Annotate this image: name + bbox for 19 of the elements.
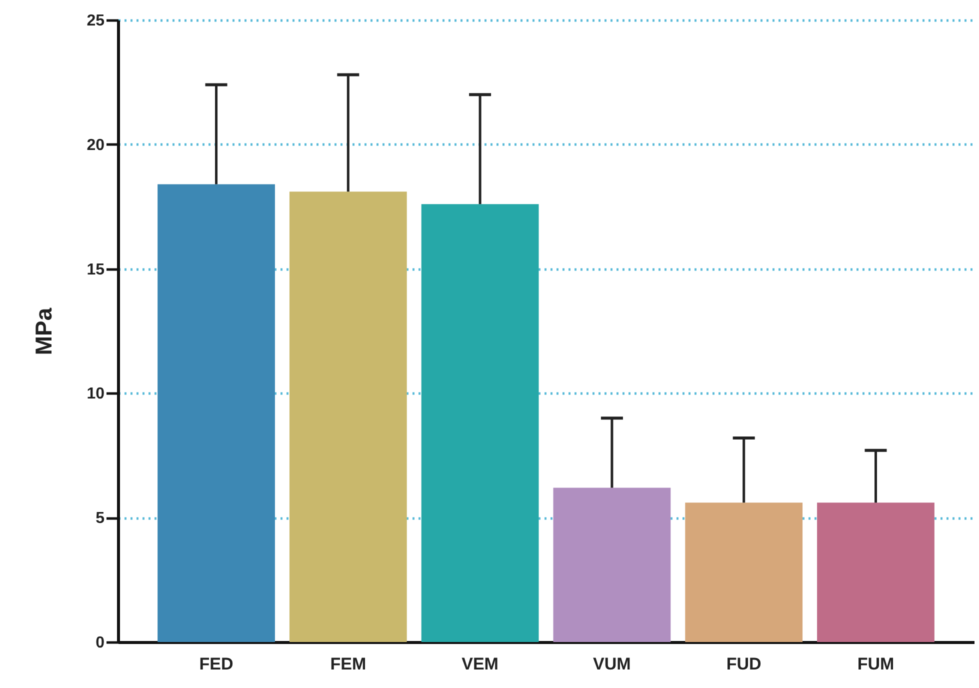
bar bbox=[685, 502, 803, 642]
bar bbox=[553, 488, 671, 642]
y-axis-title: MPa bbox=[30, 308, 57, 356]
x-tick-label: VUM bbox=[593, 654, 631, 674]
bar bbox=[421, 204, 539, 642]
bar bbox=[289, 192, 407, 642]
y-tick-label: 20 bbox=[86, 136, 105, 154]
y-tick-label: 0 bbox=[96, 634, 105, 652]
x-tick-label: FEM bbox=[330, 654, 366, 674]
x-tick-label: FED bbox=[199, 654, 234, 674]
x-tick-label: FUM bbox=[857, 654, 894, 674]
bar bbox=[158, 184, 275, 642]
x-tick-label: FUD bbox=[726, 654, 762, 674]
y-tick-label: 15 bbox=[86, 261, 105, 278]
y-tick-label: 25 bbox=[86, 12, 105, 30]
y-tick-label: 10 bbox=[86, 386, 105, 403]
x-tick-label: VEM bbox=[462, 654, 498, 674]
y-tick-label: 5 bbox=[96, 510, 105, 528]
bar bbox=[817, 502, 934, 642]
